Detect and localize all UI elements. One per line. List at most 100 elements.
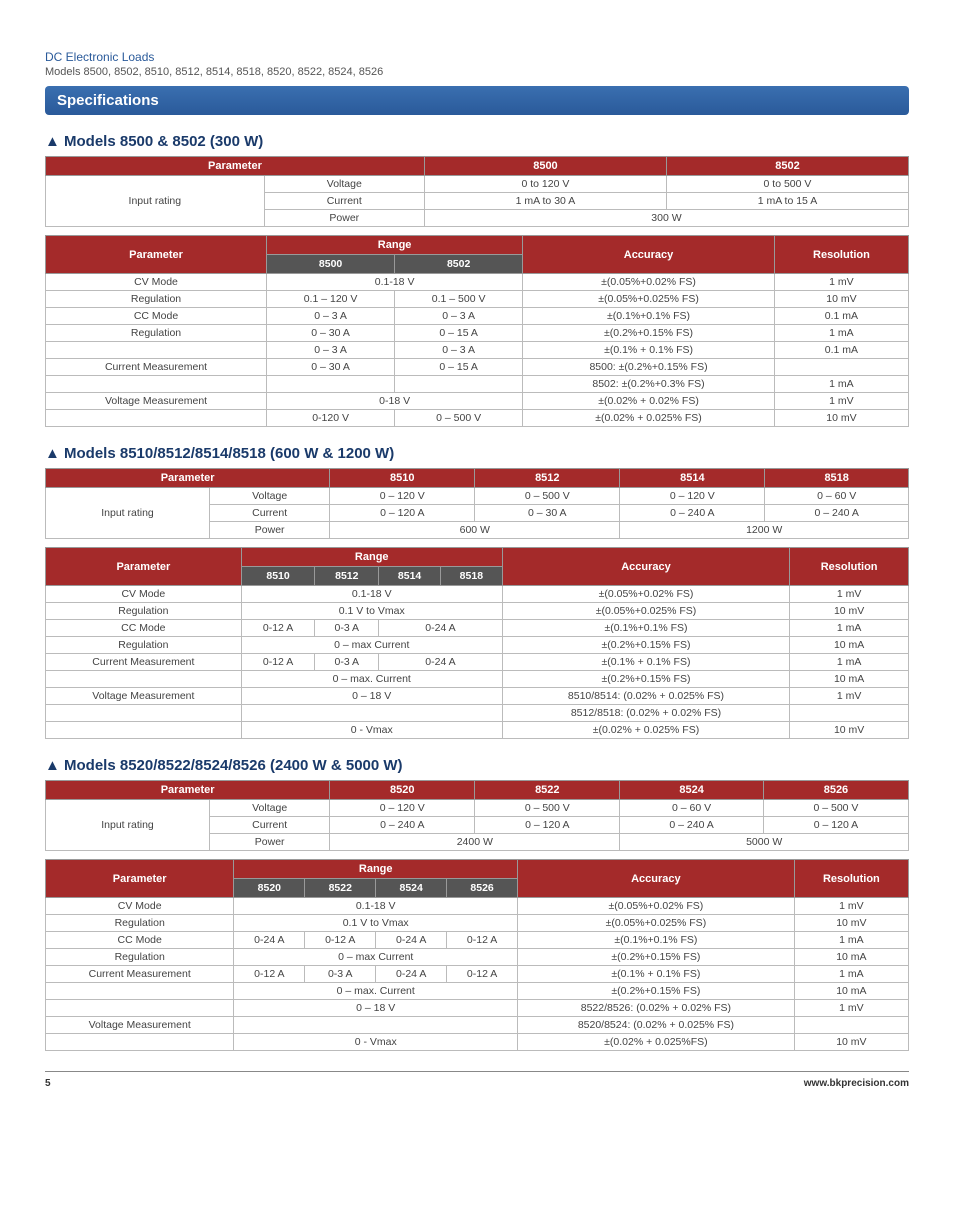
s1s-row-5-param: Current Measurement (46, 359, 267, 376)
s3-h2: 8522 (475, 781, 620, 800)
s2s-row-1-param: Regulation (46, 603, 242, 620)
s1s-h-param: Parameter (46, 236, 267, 274)
s1s-h-range: Range (267, 236, 523, 255)
s2s-row-8-acc: ±(0.02% + 0.025% FS) (502, 722, 789, 739)
s1s-row-4-res: 0.1 mA (774, 342, 908, 359)
s3-r1-2: 0 – 500 V (475, 800, 620, 817)
section1-spec-table: Parameter Range Accuracy Resolution 8500… (45, 235, 909, 427)
s1s-row-5-acc: 8500: ±(0.2%+0.15% FS) (523, 359, 775, 376)
section3-spec-table: Parameter Range Accuracy Resolution 8520… (45, 859, 909, 1051)
s3s-row-7-res (794, 1017, 908, 1034)
s3s-row-6-res: 1 mV (794, 1000, 908, 1017)
s3s-row-8-acc: ±(0.02% + 0.025%FS) (518, 1034, 795, 1051)
s3s-row-1-res: 10 mV (794, 915, 908, 932)
s2-r1-1: 0 – 120 V (330, 488, 475, 505)
s1s-row-6-param (46, 376, 267, 393)
s3-r3-2: 5000 W (620, 834, 909, 851)
s1-r2-2: 1 mA to 15 A (666, 193, 908, 210)
s3s-row-4-r2: 0-3 A (305, 966, 376, 983)
s3s-row-4-acc: ±(0.1% + 0.1% FS) (518, 966, 795, 983)
s3-r3-1: 2400 W (330, 834, 620, 851)
s3s-row-3-res: 10 mA (794, 949, 908, 966)
s2s-row-4-res: 1 mA (790, 654, 909, 671)
s1s-row-2-res: 0.1 mA (774, 308, 908, 325)
s3s-h-res: Resolution (794, 860, 908, 898)
footer-url: www.bkprecision.com (804, 1078, 909, 1089)
s2-h-param: Parameter (46, 469, 330, 488)
s2s-row-3-acc: ±(0.2%+0.15% FS) (502, 637, 789, 654)
s3s-row-5-acc: ±(0.2%+0.15% FS) (518, 983, 795, 1000)
section2-input-table: Parameter 8510 8512 8514 8518 Input rati… (45, 468, 909, 539)
s2s-row-0-acc: ±(0.05%+0.02% FS) (502, 586, 789, 603)
s1s-row-6-r2 (395, 376, 523, 393)
s1s-h-r1: 8500 (267, 255, 395, 274)
s2s-row-3-res: 10 mA (790, 637, 909, 654)
s3s-row-5-res: 10 mA (794, 983, 908, 1000)
s2s-row-2-param: CC Mode (46, 620, 242, 637)
s2s-h-param: Parameter (46, 548, 242, 586)
section1-title: Models 8500 & 8502 (300 W) (45, 133, 909, 150)
s3s-row-4-r1: 0-12 A (234, 966, 305, 983)
s3s-row-1-acc: ±(0.05%+0.025% FS) (518, 915, 795, 932)
section2-title: Models 8510/8512/8514/8518 (600 W & 1200… (45, 445, 909, 462)
s1s-row-3-res: 1 mA (774, 325, 908, 342)
s1s-row-1-r2: 0.1 – 500 V (395, 291, 523, 308)
s1s-row-2-r1: 0 – 3 A (267, 308, 395, 325)
s2s-row-6-param: Voltage Measurement (46, 688, 242, 705)
section3-title: Models 8520/8522/8524/8526 (2400 W & 500… (45, 757, 909, 774)
s1-input-h-param: Parameter (46, 157, 425, 176)
s2s-row-1-acc: ±(0.05%+0.025% FS) (502, 603, 789, 620)
s1s-row-6-res: 1 mA (774, 376, 908, 393)
s3s-row-0-range: 0.1-18 V (234, 898, 518, 915)
s2s-row-8-range: 0 - Vmax (241, 722, 502, 739)
s2-rowlabel: Input rating (46, 488, 210, 539)
s3s-row-0-acc: ±(0.05%+0.02% FS) (518, 898, 795, 915)
s3s-row-1-param: Regulation (46, 915, 234, 932)
s1s-row-6-r1 (267, 376, 395, 393)
s2s-row-3-range: 0 – max Current (241, 637, 502, 654)
doc-models-line: Models 8500, 8502, 8510, 8512, 8514, 851… (45, 66, 909, 78)
s1s-row-2-param: CC Mode (46, 308, 267, 325)
page-number: 5 (45, 1078, 51, 1089)
s1s-row-7-acc: ±(0.02% + 0.02% FS) (523, 393, 775, 410)
s3s-h-r4: 8526 (447, 879, 518, 898)
doc-series: DC Electronic Loads (45, 50, 909, 64)
s3-h4: 8526 (763, 781, 908, 800)
s2s-row-6-res: 1 mV (790, 688, 909, 705)
s1s-h-r2: 8502 (395, 255, 523, 274)
s1s-h-acc: Accuracy (523, 236, 775, 274)
s2s-row-8-res: 10 mV (790, 722, 909, 739)
s3-h1: 8520 (330, 781, 475, 800)
s3s-row-2-param: CC Mode (46, 932, 234, 949)
s1s-row-1-acc: ±(0.05%+0.025% FS) (523, 291, 775, 308)
s2-r1-3: 0 – 120 V (620, 488, 765, 505)
s3-rowlabel: Input rating (46, 800, 210, 851)
s1s-row-7-param: Voltage Measurement (46, 393, 267, 410)
s3s-row-0-res: 1 mV (794, 898, 908, 915)
s2-r3-2: 1200 W (620, 522, 909, 539)
s3s-row-2-r4: 0-12 A (447, 932, 518, 949)
s1s-row-4-r1: 0 – 3 A (267, 342, 395, 359)
s2-r2-0: Current (210, 505, 330, 522)
s1s-row-6-acc: 8502: ±(0.2%+0.3% FS) (523, 376, 775, 393)
s1s-row-4-param (46, 342, 267, 359)
s1s-row-4-acc: ±(0.1% + 0.1% FS) (523, 342, 775, 359)
s3s-h-r2: 8522 (305, 879, 376, 898)
s3s-h-r1: 8520 (234, 879, 305, 898)
s3s-row-5-param (46, 983, 234, 1000)
s2s-row-0-param: CV Mode (46, 586, 242, 603)
s3s-row-4-r3: 0-24 A (376, 966, 447, 983)
s2s-row-0-res: 1 mV (790, 586, 909, 603)
s2s-row-7-param (46, 705, 242, 722)
s2s-row-4-param: Current Measurement (46, 654, 242, 671)
s1s-row-0-acc: ±(0.05%+0.02% FS) (523, 274, 775, 291)
s3s-row-6-range: 0 – 18 V (234, 1000, 518, 1017)
s2s-row-6-range: 0 – 18 V (241, 688, 502, 705)
s3-r2-4: 0 – 120 A (763, 817, 908, 834)
s2-r3-0: Power (210, 522, 330, 539)
s3s-row-4-param: Current Measurement (46, 966, 234, 983)
s3s-row-3-range: 0 – max Current (234, 949, 518, 966)
s1s-row-8-r1: 0-120 V (267, 410, 395, 427)
s3-r3-0: Power (210, 834, 330, 851)
s2-r2-2: 0 – 30 A (475, 505, 620, 522)
